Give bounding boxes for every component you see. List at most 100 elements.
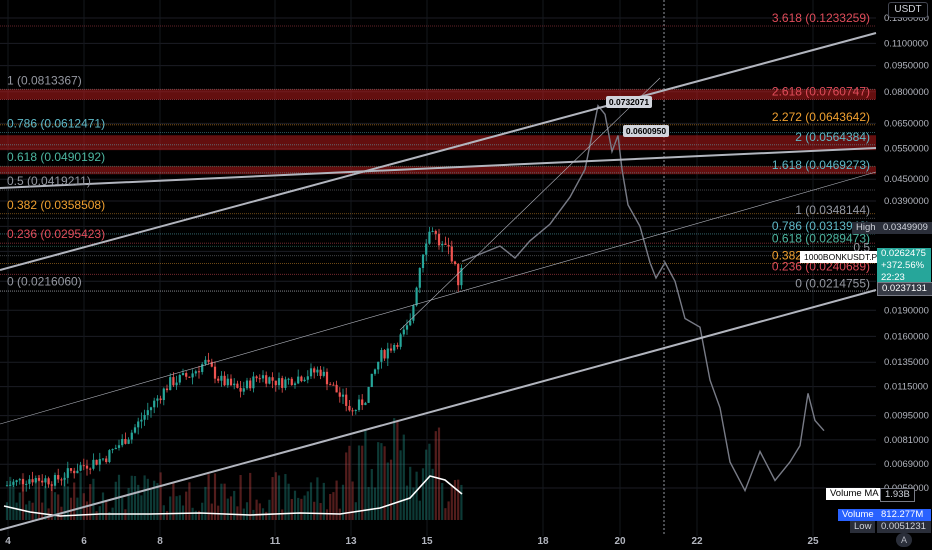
auto-scale-button[interactable]: A xyxy=(896,533,912,547)
volume-bar xyxy=(18,492,21,520)
volume-bar xyxy=(85,501,89,520)
candle xyxy=(9,484,12,486)
volume-bar xyxy=(389,459,393,520)
change-tag: +372.56% xyxy=(877,260,931,272)
candle xyxy=(185,373,188,377)
volume-bar xyxy=(313,501,316,520)
projection-path xyxy=(461,104,825,493)
candle xyxy=(370,373,373,387)
fib-label-right: 0.786 (0.0313948) xyxy=(772,219,870,233)
candle xyxy=(194,371,197,374)
volume-bar xyxy=(44,485,47,520)
candle xyxy=(268,377,271,384)
candle xyxy=(265,375,268,384)
time-axis-label: 8 xyxy=(157,536,163,547)
volume-bar xyxy=(415,471,418,520)
candle xyxy=(415,287,418,306)
candle xyxy=(383,350,386,359)
volume-bar xyxy=(287,483,290,520)
price-axis-label: 0.0390000 xyxy=(884,196,929,207)
candle xyxy=(277,378,281,386)
candle xyxy=(364,402,367,406)
volume-bar xyxy=(351,481,354,520)
last-price-tag: 0.0262475 xyxy=(877,248,931,260)
candle xyxy=(303,379,306,382)
candle xyxy=(428,231,431,244)
candle xyxy=(44,478,47,483)
candle xyxy=(50,484,53,486)
candle xyxy=(271,377,274,381)
volume-bar xyxy=(457,479,460,520)
volume-bar xyxy=(233,490,236,520)
candle xyxy=(373,369,377,374)
candle xyxy=(76,470,79,474)
candle xyxy=(441,243,444,246)
fib-label-left: 0.5 (0.0419211) xyxy=(7,174,91,188)
volume-bar xyxy=(271,477,274,520)
volume-bar xyxy=(428,443,431,520)
price-axis-label: 0.0081000 xyxy=(884,435,929,446)
candle xyxy=(98,459,101,465)
candle xyxy=(127,439,130,444)
candle xyxy=(108,450,111,463)
candle xyxy=(60,479,63,481)
volume-bar xyxy=(5,502,9,520)
volume-bar xyxy=(185,491,188,520)
volume-bar xyxy=(380,443,383,520)
candle xyxy=(47,478,50,485)
volume-bar xyxy=(405,485,409,520)
volume-bar xyxy=(370,468,373,520)
candle xyxy=(322,371,325,376)
candle xyxy=(28,479,31,484)
volume-bar xyxy=(207,474,210,520)
candle xyxy=(453,261,457,264)
volume-ma-label: Volume MA xyxy=(826,488,883,500)
volume-bar xyxy=(114,481,117,520)
volume-bar xyxy=(201,502,204,520)
volume-bar xyxy=(53,492,57,520)
volume-bar xyxy=(255,499,258,520)
trend-line xyxy=(0,147,877,189)
time-axis-label: 25 xyxy=(807,536,819,547)
price-annotations: 0.0732071 0.0600950 xyxy=(606,96,669,137)
candle xyxy=(386,348,389,359)
volume-bar xyxy=(79,472,82,520)
price-axis-label: 0.0160000 xyxy=(884,331,929,342)
volume-label: Volume xyxy=(838,509,878,521)
volume-bar xyxy=(57,494,60,520)
volume-bar xyxy=(409,466,412,520)
candle xyxy=(341,394,345,397)
volume-ma-value: 1.93B xyxy=(880,488,915,502)
currency-selector[interactable]: USDT xyxy=(888,2,928,18)
volume-bar xyxy=(92,478,95,520)
volume-bar xyxy=(210,503,213,520)
volume-bar xyxy=(127,487,130,520)
candle xyxy=(213,366,217,379)
volume-bar xyxy=(169,496,172,520)
candle xyxy=(89,468,92,470)
trend-lines xyxy=(0,32,877,531)
candle xyxy=(425,243,428,255)
volume-bar xyxy=(188,482,191,520)
candle xyxy=(348,405,351,411)
candle xyxy=(261,375,265,379)
candle xyxy=(325,371,329,385)
candle xyxy=(338,392,341,397)
candle xyxy=(357,399,361,410)
volume-bar xyxy=(361,445,364,520)
candle xyxy=(117,445,121,448)
candle xyxy=(207,359,210,362)
fib-lines xyxy=(0,25,876,293)
volume-bar xyxy=(281,509,284,520)
fib-label-left: 0.236 (0.0295423) xyxy=(7,227,105,241)
fib-zone xyxy=(0,166,876,175)
volume-bar xyxy=(303,495,306,520)
fib-label-right: 1.618 (0.0469273) xyxy=(772,158,870,172)
candle xyxy=(111,449,114,451)
candle xyxy=(153,400,156,408)
volume-bar xyxy=(258,503,261,520)
volume-bar xyxy=(425,449,428,520)
volume-bar xyxy=(159,472,162,520)
countdown-tag: 22:23 xyxy=(877,272,931,284)
